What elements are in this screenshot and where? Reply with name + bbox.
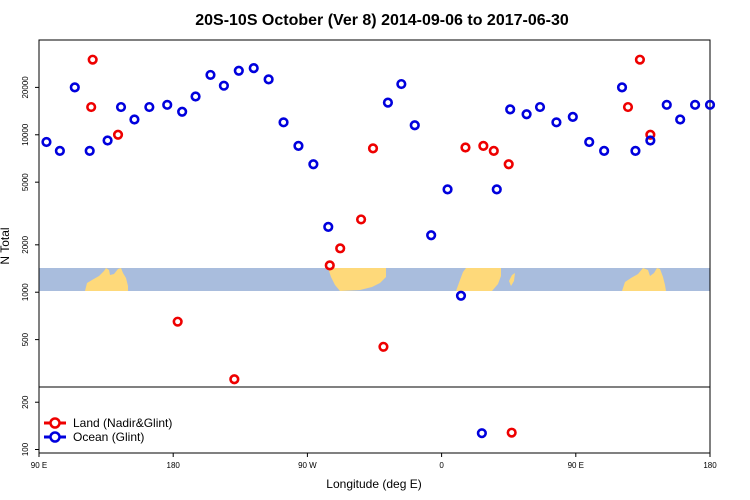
y-tick-label: 10000	[21, 123, 30, 146]
ocean-point	[491, 184, 502, 195]
x-tick-label: 0	[439, 461, 444, 470]
ocean-point	[409, 120, 420, 131]
land-point	[378, 341, 389, 352]
ocean-point	[426, 230, 437, 241]
madagascar-landmass	[509, 273, 515, 286]
ocean-point	[69, 82, 80, 93]
legend-marker-land	[49, 417, 61, 429]
ocean-point	[308, 159, 319, 170]
land-point	[112, 129, 124, 140]
ocean-point	[218, 80, 229, 91]
land-point	[460, 142, 471, 153]
australia-landmass	[85, 268, 128, 291]
ocean-point	[645, 135, 656, 146]
ocean-point	[41, 136, 52, 148]
legend-item-ocean: Ocean (Glint)	[44, 430, 144, 444]
legend-label-land: Land (Nadir&Glint)	[73, 416, 172, 430]
ocean-point	[205, 69, 216, 81]
ocean-point	[233, 65, 244, 76]
legend: Land (Nadir&Glint) Ocean (Glint)	[44, 416, 172, 444]
ocean-point	[616, 82, 628, 93]
legend-label-ocean: Ocean (Glint)	[73, 430, 144, 444]
y-tick-label: 2000	[21, 235, 30, 253]
y-tick-label: 200	[21, 395, 30, 409]
land-point	[478, 140, 489, 151]
y-axis-label: N Total	[0, 227, 12, 264]
ocean-point	[293, 140, 304, 151]
ocean-point	[584, 136, 595, 148]
ocean-point	[323, 221, 334, 232]
land-point	[634, 54, 646, 65]
ocean-point	[442, 184, 453, 195]
y-tick-label: 5000	[21, 173, 30, 191]
y-axis: 500 1000 2000 5000 10000 20000 100 200	[21, 76, 39, 456]
legend-marker-ocean	[49, 431, 61, 443]
ocean-point	[102, 135, 113, 146]
land-point	[503, 159, 514, 170]
ocean-point	[689, 99, 701, 110]
ocean-point	[129, 114, 140, 125]
ocean-point	[476, 428, 487, 439]
ocean-point	[162, 99, 173, 110]
ocean-point	[177, 106, 188, 117]
ocean-point	[704, 99, 716, 110]
upper-panel-frame	[38, 39, 711, 388]
y-tick-label: 1000	[21, 283, 30, 301]
ocean-point	[396, 78, 407, 90]
ocean-point	[505, 104, 516, 115]
ocean-point	[263, 74, 274, 85]
ocean-point	[190, 91, 201, 102]
land-point	[506, 427, 517, 438]
africa-landmass	[456, 268, 501, 291]
south-america-landmass	[328, 268, 386, 291]
ocean-point	[84, 145, 95, 157]
land-point	[645, 129, 656, 140]
ocean-point	[675, 114, 686, 125]
y-tick-label: 500	[21, 332, 30, 346]
ocean-point	[551, 117, 562, 128]
land-point	[229, 374, 240, 385]
x-tick-label: 180	[167, 461, 181, 470]
land-point	[324, 260, 335, 271]
land-point	[86, 101, 97, 113]
ocean-point	[455, 290, 467, 301]
lower-panel-frame	[38, 386, 711, 454]
ocean-point	[144, 101, 155, 113]
map-strip	[39, 268, 710, 291]
ocean-point	[599, 145, 610, 157]
x-tick-label: 90 E	[31, 461, 47, 470]
x-tick-label: 90 W	[298, 461, 317, 470]
ocean-point	[382, 97, 394, 108]
x-tick-label: 180	[703, 461, 717, 470]
data-points	[41, 54, 716, 439]
x-tick-label: 90 E	[568, 461, 584, 470]
land-point	[335, 243, 346, 254]
ocean-point	[534, 101, 546, 113]
land-point	[488, 145, 499, 157]
land-point	[622, 101, 634, 113]
ocean-point	[54, 145, 65, 157]
ocean-point	[630, 145, 641, 157]
land-point	[172, 316, 183, 327]
ocean-point	[278, 117, 289, 128]
x-axis: 90 E 180 90 W 0 90 E 180	[31, 453, 717, 470]
y-tick-label: 20000	[21, 76, 30, 99]
land-point	[367, 143, 379, 154]
y-tick-label: 100	[21, 442, 30, 456]
ocean-point	[248, 63, 259, 74]
ocean-point	[661, 99, 672, 110]
x-axis-label: Longitude (deg E)	[326, 477, 421, 491]
land-point	[87, 54, 98, 65]
legend-item-land: Land (Nadir&Glint)	[44, 416, 172, 430]
ocean-point	[521, 109, 532, 120]
australia-east-landmass	[622, 268, 666, 291]
ocean-point	[115, 101, 127, 113]
ocean-point	[567, 111, 578, 122]
land-point	[355, 214, 367, 225]
chart-title: 20S-10S October (Ver 8) 2014-09-06 to 20…	[195, 12, 569, 29]
